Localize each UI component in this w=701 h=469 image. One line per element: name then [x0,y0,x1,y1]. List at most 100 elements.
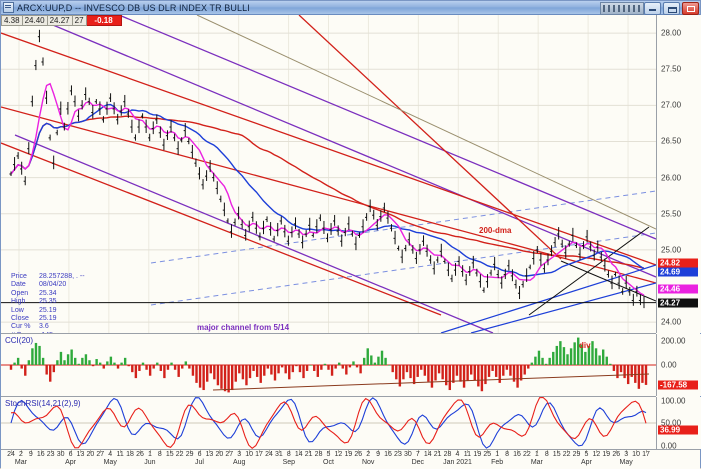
ma-200-line [10,115,645,269]
cci-bar [34,342,38,365]
cci-bar [420,365,423,370]
date-tick-day: 14 [294,451,303,458]
date-tick-day: 9 [28,451,33,458]
cci-bar [341,365,344,369]
date-tick [308,450,310,453]
date-tick-day: 2 [18,451,23,458]
legend-value: 25.35 [39,298,57,306]
date-tick [149,450,151,453]
red-trendlines [1,15,656,316]
date-tick-month: May [619,459,633,466]
date-tick-day: 16 [36,451,45,458]
date-tick-month: Feb [491,459,504,466]
date-tick-day: 5 [326,451,331,458]
date-axis[interactable]: 24 2 Mar 9 16 23 30 6 Apr 13 20 27 4 May 11 18 26 1 Jun 8 15… [1,449,700,469]
date-tick [90,450,92,453]
cci-bar [20,365,23,369]
cci-bar [352,361,355,365]
stochrsi-pane-label: StochRSI(14,21(2),9) [5,399,81,408]
cci-bar [480,365,484,392]
date-tick-day: 8 [286,451,291,458]
date-tick-day: 17 [255,451,263,458]
dashed-channel [150,190,656,306]
date-tick [20,450,22,453]
cci-bar [491,365,494,371]
quote-field-1[interactable]: 24.40 [22,15,48,26]
blue-rising-channel [440,264,656,333]
legend-label: Close [11,315,29,323]
date-tick [318,450,320,453]
cci-bar [327,365,330,370]
legend-row: Low 25.19 [11,307,85,315]
date-tick-day: 7 [415,451,420,458]
cci-pane[interactable]: CCI(20) div [1,334,656,397]
cci-bar [512,365,516,382]
stochrsi-axis-tick: 50.00 [661,418,682,428]
date-tick [70,450,72,453]
date-tick-day: 22 [175,451,184,458]
price-axis-tick: 25.00 [661,245,682,255]
stoch-d-line [10,397,647,449]
quote-field-3[interactable]: 27 [72,15,87,26]
cci-bar [191,365,195,376]
cci-bar [373,362,377,365]
annotation-divergence: div [579,341,591,350]
price-axis-tick: 27.50 [661,64,682,74]
date-tick-day: 17 [642,451,650,458]
cci-bar [569,348,573,365]
date-tick-month: Mar [530,459,543,466]
legend-row: Close 25.19 [11,315,85,323]
cci-bar [345,365,348,375]
cci-bar [498,365,501,383]
chart-surface[interactable]: Price 28.257288, . -- Date 08/04/20 Open 25.3… [1,15,701,469]
stochrsi-pane[interactable]: StochRSI(14,21(2),9) [1,397,656,450]
date-tick-day: 27 [96,451,105,458]
cci-axis-tick: 200.00 [661,336,686,346]
cci-bar [469,365,473,375]
cci-bar [509,365,512,376]
price-axis[interactable]: 28.00 27.50 27.00 26.50 26.00 25.50 25.00 24.00… [656,15,701,333]
close-button[interactable] [682,2,699,15]
legend-label: Date [11,281,26,289]
stochrsi-axis[interactable]: 100.00 50.00 0.00 36.99 [656,397,701,451]
cci-bar [494,365,498,377]
cci-bar [462,365,466,388]
minimize-button[interactable] [644,2,661,15]
date-tick-day: 26 [354,451,363,458]
cci-bar [423,365,427,376]
window-titlebar[interactable]: ARCX:UUP,D -- INVESCO DB US DLR INDEX TR… [1,1,700,15]
quote-field-0[interactable]: 4.38 [1,15,23,26]
cci-bar [127,365,130,367]
date-tick [50,450,52,453]
cci-bar [427,365,430,382]
legend-row: Open 25.34 [11,290,85,298]
cci-divergence-line [212,373,650,391]
black-trendlines [528,226,656,316]
date-tick [130,450,132,453]
legend-value: 08/04/20 [39,281,67,289]
cci-bar [148,365,152,376]
date-tick [457,450,459,453]
date-tick-day: 2 [366,451,371,458]
cci-bar [434,365,437,381]
date-tick-day: 16 [384,451,392,458]
date-tick [328,450,330,453]
date-tick-day: 6 [197,451,202,458]
quote-field-2[interactable]: 24.27 [47,15,73,26]
date-tick-month: Apr [581,459,592,466]
cci-bar [198,365,202,388]
date-tick [417,450,419,453]
price-pane[interactable]: Price 28.257288, . -- Date 08/04/20 Open 25.3… [1,15,656,334]
cci-bar [277,365,280,374]
cci-bar [27,360,31,365]
cci-axis[interactable]: 200.00 0.00 -167.58 [656,334,701,396]
date-tick [60,450,62,453]
cci-bar [138,365,141,371]
toolbar-thumbnail[interactable] [600,2,644,15]
stoch-k-line [10,397,647,449]
date-tick [120,450,122,453]
maximize-button[interactable] [663,2,680,15]
date-tick-day: 31 [274,451,283,458]
legend-row: Price 28.257288, . -- [11,273,85,281]
date-tick-day: 29 [185,451,194,458]
